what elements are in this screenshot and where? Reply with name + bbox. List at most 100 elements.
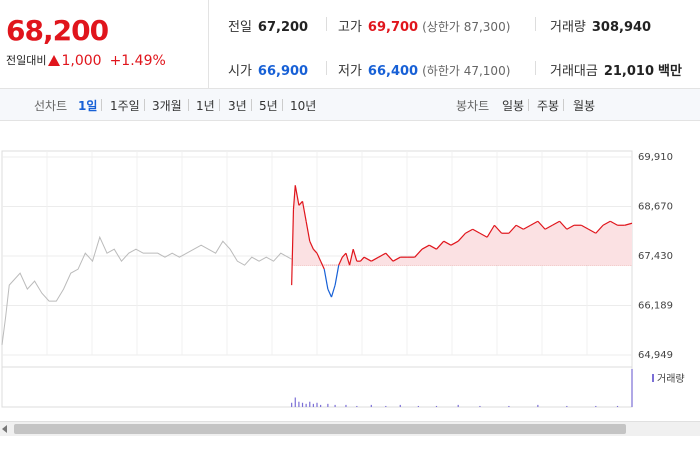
today-line-segment: [421, 244, 430, 250]
up-triangle-icon: [48, 55, 61, 66]
today-line-segment: [566, 224, 575, 230]
tab-1-day[interactable]: 1일: [78, 99, 98, 113]
volume-bar: [417, 405, 419, 407]
volume-bar: [305, 403, 307, 407]
volume-bar: [356, 405, 358, 407]
scroll-thumb[interactable]: [14, 424, 626, 434]
line-chart-title: 선차트: [34, 99, 68, 113]
volume-bar: [370, 404, 372, 407]
volume-bar: [616, 405, 619, 407]
volume-bar: [595, 405, 597, 407]
volume-bar: [309, 401, 311, 407]
chart-svg: 69,910 68,670 67,430 66,189 64,949 거래량: [1, 150, 685, 408]
today-line-segment: [493, 224, 503, 234]
y-tick-label: 64,949: [638, 350, 673, 361]
volume-bar: [435, 405, 438, 407]
today-line-segment: [624, 222, 633, 226]
tab-5-years[interactable]: 5년: [259, 99, 278, 113]
tab-10-years[interactable]: 10년: [290, 99, 317, 113]
today-line-segment: [360, 256, 365, 262]
volume-legend-label: 거래량: [657, 373, 685, 385]
today-line-segment: [508, 224, 517, 234]
today-line-segment: [602, 220, 611, 226]
volume-bar: [508, 405, 510, 407]
scroll-left-arrow-icon[interactable]: [2, 425, 7, 433]
volume-bar: [566, 405, 568, 407]
today-line-segment: [371, 256, 379, 262]
volume-bar: [294, 397, 296, 407]
today-line-segment: [523, 224, 531, 230]
today-line-segment: [486, 224, 495, 238]
tab-3-years[interactable]: 3년: [228, 99, 247, 113]
today-line-segment: [363, 256, 372, 262]
change-percent: +1.49%: [109, 53, 166, 69]
tab-daily-candle[interactable]: 일봉: [502, 99, 525, 113]
change-value: 1,000: [61, 53, 102, 69]
today-line-segment: [472, 228, 481, 234]
volume-bar: [399, 404, 401, 407]
today-line-segment: [320, 260, 325, 270]
today-line-segment: [291, 209, 295, 286]
change-row: 전일대비 1,000 +1.49%: [6, 52, 166, 69]
today-line-segment: [443, 240, 452, 246]
today-line-segment: [292, 185, 296, 210]
today-line-segment: [465, 228, 473, 234]
today-line-segment: [323, 269, 329, 290]
tab-1-year[interactable]: 1년: [196, 99, 215, 113]
tab-weekly-candle[interactable]: 주봉: [537, 99, 560, 113]
today-line-segment: [334, 265, 340, 286]
today-line-segment: [301, 201, 307, 222]
today-line-segment: [414, 248, 423, 258]
stat-amount: 거래대금 21,010 백만: [550, 64, 682, 79]
volume-bar: [334, 404, 336, 407]
chart-scrollbar[interactable]: [0, 421, 700, 436]
today-line-segment: [581, 224, 589, 230]
volume-bar: [316, 402, 318, 407]
today-line-segment: [450, 240, 459, 246]
prev-day-line: [1, 235, 292, 346]
today-line-segment: [588, 228, 597, 234]
today-line-segment: [294, 185, 300, 206]
up-area: [291, 185, 632, 266]
today-line-segment: [352, 249, 358, 262]
today-line-segment: [559, 220, 568, 230]
volume-bar: [457, 404, 459, 407]
today-line-segment: [305, 221, 311, 242]
stat-high: 고가 69,700 (상한가 87,300): [338, 20, 511, 35]
today-line-segment: [338, 256, 343, 266]
today-line-segment: [436, 240, 445, 250]
volume-bar: [301, 402, 304, 407]
y-tick-label: 69,910: [638, 152, 673, 163]
volume-bar: [345, 404, 347, 407]
today-line-segment: [298, 200, 303, 206]
today-line-segment: [341, 252, 347, 258]
today-line-segment: [457, 232, 466, 242]
tab-3-months[interactable]: 3개월: [152, 99, 182, 113]
today-line-segment: [327, 288, 333, 298]
volume-bar: [327, 403, 329, 407]
today-line-segment: [552, 220, 560, 226]
y-tick-label: 67,430: [638, 251, 673, 262]
price-box: 68,200 전일대비 1,000 +1.49%: [0, 0, 209, 88]
today-line-segment: [428, 244, 437, 250]
tab-monthly-candle[interactable]: 월봉: [573, 99, 596, 113]
today-line-segment: [309, 240, 314, 250]
today-line-segment: [312, 248, 318, 254]
stat-open: 시가 66,900: [228, 64, 309, 79]
today-line-segment: [530, 220, 539, 226]
today-line-segment: [392, 256, 401, 262]
stat-low: 저가 66,400 (하한가 47,100): [338, 64, 511, 79]
tab-1-week[interactable]: 1주일: [110, 99, 140, 113]
y-tick-label: 66,189: [638, 301, 673, 312]
y-tick-label: 68,670: [638, 202, 673, 213]
intraday-chart: 69,910 68,670 67,430 66,189 64,949 거래량: [0, 121, 700, 421]
volume-bar: [479, 405, 481, 407]
today-line-segment: [515, 224, 524, 230]
today-line-segment: [595, 224, 604, 234]
today-line-segment: [378, 252, 387, 258]
volume-bar: [291, 402, 293, 407]
current-price: 68,200: [6, 14, 109, 47]
today-line-segment: [385, 252, 394, 262]
today-line-segment: [544, 224, 553, 230]
change-label: 전일대비: [6, 54, 47, 67]
